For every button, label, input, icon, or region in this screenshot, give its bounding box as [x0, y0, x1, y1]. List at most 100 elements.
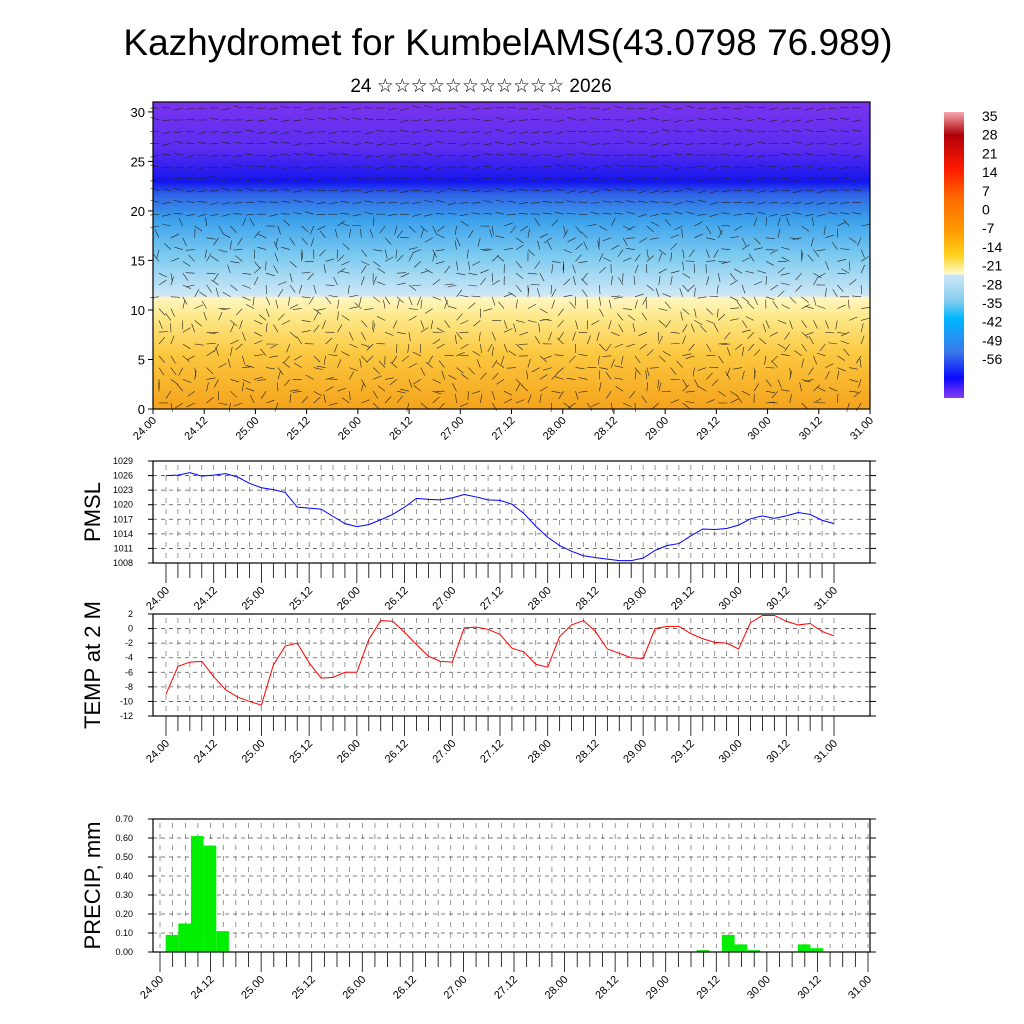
wind-arrow — [269, 178, 279, 181]
wind-arrow — [483, 190, 493, 193]
wind-arrow — [828, 342, 838, 345]
wind-arrow — [713, 249, 719, 258]
wind-arrow — [554, 119, 564, 123]
wind-arrow — [408, 379, 413, 388]
wind-arrow — [515, 379, 523, 386]
wind-arrow — [471, 178, 481, 181]
wind-arrow — [185, 107, 195, 110]
wind-arrow — [614, 212, 624, 215]
wind-arrow — [721, 225, 731, 227]
wind-arrow — [801, 358, 804, 368]
wind-arrow — [310, 225, 314, 235]
wind-arrow — [554, 354, 564, 357]
wind-arrow — [340, 178, 350, 181]
wind-arrow — [333, 276, 338, 286]
wind-arrow — [614, 177, 624, 180]
wind-arrow — [637, 107, 647, 110]
wind-arrow — [459, 294, 469, 298]
plot-frame — [152, 613, 871, 717]
wind-arrow — [513, 323, 517, 333]
wind-arrow — [859, 358, 862, 368]
wind-arrow — [741, 320, 748, 329]
wind-arrow — [281, 320, 291, 325]
wind-arrow — [649, 201, 659, 203]
wind-arrow — [349, 306, 359, 309]
wind-arrow — [507, 131, 517, 135]
wind-arrow — [566, 190, 576, 194]
wind-arrow — [846, 402, 850, 412]
wind-arrow — [372, 402, 380, 410]
wind-arrow — [673, 166, 683, 170]
wind-arrow — [685, 143, 695, 146]
wind-arrow — [257, 246, 267, 250]
wind-arrow — [182, 299, 186, 309]
y-tick-label: 0.50 — [115, 852, 133, 862]
wind-arrow — [828, 166, 838, 169]
wind-arrow — [602, 212, 612, 215]
wind-arrow — [478, 332, 481, 342]
wind-arrow — [518, 189, 528, 191]
wind-arrow — [373, 375, 382, 380]
wind-arrow — [650, 190, 659, 194]
wind-arrow — [269, 355, 279, 358]
wind-arrow — [566, 143, 576, 145]
wind-arrow — [158, 331, 168, 333]
wind-arrow — [334, 229, 338, 238]
wind-arrow — [194, 343, 204, 346]
wind-arrow — [480, 343, 482, 353]
wind-arrow — [852, 295, 862, 298]
wind-arrow — [777, 290, 785, 298]
wind-arrow — [492, 279, 500, 286]
wind-arrow — [313, 312, 319, 321]
wind-arrow — [408, 363, 418, 368]
wind-arrow — [848, 261, 851, 271]
wind-arrow — [534, 261, 541, 269]
wind-arrow — [852, 178, 862, 182]
wind-arrow — [765, 390, 775, 394]
precip-bar — [810, 948, 824, 952]
wind-arrow — [556, 337, 564, 345]
wind-arrow — [269, 131, 279, 134]
wind-arrow — [432, 379, 441, 384]
y-tick-label: -8 — [125, 682, 133, 692]
wind-arrow — [634, 299, 638, 309]
wind-arrow — [432, 390, 442, 395]
wind-arrow — [709, 166, 719, 170]
wind-arrow — [804, 129, 814, 132]
wind-arrow — [813, 276, 819, 286]
wind-arrow — [646, 382, 648, 392]
x-tick-label: 24.12 — [192, 585, 220, 613]
wind-arrow — [313, 396, 321, 404]
wind-arrow — [687, 284, 695, 292]
y-tick-label: 0.00 — [115, 947, 133, 957]
wind-arrow — [605, 391, 612, 399]
wind-arrow — [860, 323, 864, 333]
wind-arrow — [542, 319, 552, 321]
wind-arrow — [388, 190, 398, 192]
wind-arrow — [325, 337, 333, 345]
wind-arrow — [638, 213, 647, 218]
wind-arrow — [257, 200, 267, 203]
colorbar-label: -7 — [982, 220, 995, 236]
wind-arrow — [697, 166, 707, 168]
wind-arrow — [420, 327, 429, 333]
wind-arrow — [706, 308, 714, 315]
wind-arrow — [292, 178, 302, 182]
wind-arrow — [341, 351, 350, 357]
wind-arrow — [209, 176, 219, 180]
wind-arrow — [614, 129, 624, 132]
wind-arrow — [289, 237, 296, 246]
wind-arrow — [444, 320, 450, 328]
wind-arrow — [694, 287, 696, 297]
wind-arrow — [209, 202, 219, 206]
wind-arrow — [816, 202, 826, 205]
wind-arrow — [757, 202, 766, 205]
wind-arrow — [388, 143, 398, 146]
wind-arrow — [587, 224, 597, 227]
wind-arrow — [316, 117, 326, 121]
wind-arrow — [308, 296, 314, 305]
y-tick-label: 0.10 — [115, 928, 133, 938]
y-tick-label: 0.60 — [115, 833, 133, 843]
wind-arrow — [435, 119, 445, 122]
wind-arrow — [230, 320, 238, 327]
